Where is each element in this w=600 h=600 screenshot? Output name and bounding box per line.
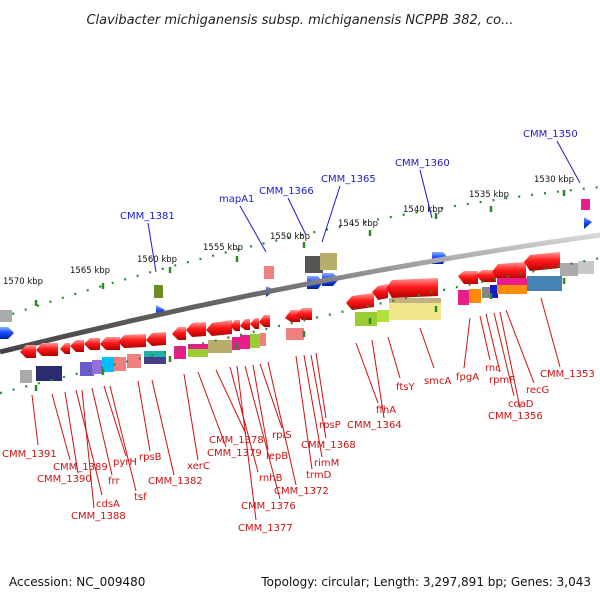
gene-label[interactable]: trmD bbox=[306, 470, 332, 481]
gene-label[interactable]: CMM_1382 bbox=[148, 476, 203, 487]
gene-label[interactable]: CMM_1376 bbox=[241, 501, 296, 512]
gene-label[interactable]: coaD bbox=[508, 399, 534, 410]
accession-label: Accession: NC_009480 bbox=[9, 575, 145, 589]
gene-label[interactable]: tsf bbox=[134, 492, 147, 503]
bottom-gene-labels[interactable] bbox=[31, 297, 561, 521]
gene-label[interactable]: recG bbox=[526, 385, 549, 396]
gene-label[interactable]: CMM_1372 bbox=[274, 486, 329, 497]
gene-label[interactable]: CMM_1378 bbox=[209, 435, 264, 446]
gene-label[interactable]: rimM bbox=[314, 458, 339, 469]
gene-label[interactable]: rpsB bbox=[139, 452, 162, 463]
gene-label[interactable]: CMM_1390 bbox=[37, 474, 92, 485]
gene-label[interactable]: rplS bbox=[272, 430, 292, 441]
gene-label[interactable]: CMM_1379 bbox=[207, 448, 262, 459]
gene-label[interactable]: CMM_1365 bbox=[321, 174, 376, 185]
gene-label[interactable]: rpsP bbox=[319, 420, 341, 431]
gene-label[interactable]: smcA bbox=[424, 376, 451, 387]
gene-label[interactable]: fpgA bbox=[456, 372, 479, 383]
gene-label[interactable]: frr bbox=[108, 476, 120, 487]
reverse-strand-genes[interactable] bbox=[20, 252, 594, 358]
scale-label: 1545 kbp bbox=[338, 219, 378, 229]
gene-label[interactable]: ffhA bbox=[376, 405, 396, 416]
gene-label[interactable]: CMM_1364 bbox=[347, 420, 402, 431]
gene-label[interactable]: rnc bbox=[485, 363, 501, 374]
gene-label[interactable]: CMM_1360 bbox=[395, 158, 450, 169]
scale-label: 1535 kbp bbox=[469, 190, 509, 200]
gene-label[interactable]: CMM_1388 bbox=[71, 511, 126, 522]
scale-label: 1530 kbp bbox=[534, 175, 574, 185]
inner-major-ticks bbox=[34, 278, 566, 391]
inner-gene-blocks[interactable] bbox=[20, 276, 562, 383]
gene-label[interactable]: cdsA bbox=[96, 499, 120, 510]
gene-label[interactable]: CMM_1368 bbox=[301, 440, 356, 451]
scale-labels: 1570 kbp 1565 kbp 1560 kbp 1555 kbp 1550… bbox=[3, 175, 574, 287]
scale-label: 1540 kbp bbox=[403, 205, 443, 215]
scale-label: 1565 kbp bbox=[70, 266, 110, 276]
map-title: Clavibacter michiganensis subsp. michiga… bbox=[86, 13, 513, 28]
genome-backbone bbox=[0, 232, 600, 355]
gene-label[interactable]: CMM_1350 bbox=[523, 129, 578, 140]
gene-label[interactable]: rpmF bbox=[489, 375, 515, 386]
gene-label[interactable]: CMM_1391 bbox=[2, 449, 57, 460]
gene-label[interactable]: CMM_1353 bbox=[540, 369, 595, 380]
top-gene-labels[interactable]: CMM_1350 CMM_1360 CMM_1365 CMM_1366 mapA… bbox=[120, 129, 581, 273]
gene-label[interactable]: pyrH bbox=[113, 457, 137, 468]
bottom-gene-text[interactable]: CMM_1391 CMM_1389 CMM_1390 cdsA CMM_1388… bbox=[2, 363, 595, 534]
topology-label: Topology: circular; Length: 3,297,891 bp… bbox=[260, 575, 591, 589]
gene-label[interactable]: CMM_1356 bbox=[488, 411, 543, 422]
scale-label: 1550 kbp bbox=[270, 232, 310, 242]
gene-label[interactable]: ftsY bbox=[396, 382, 415, 393]
gene-label[interactable]: xerC bbox=[187, 461, 210, 472]
gene-label[interactable]: CMM_1389 bbox=[53, 462, 108, 473]
gene-label[interactable]: lepB bbox=[266, 451, 288, 462]
gene-label[interactable]: mapA1 bbox=[219, 194, 254, 205]
scale-label: 1570 kbp bbox=[3, 277, 43, 287]
gene-label[interactable]: CMM_1381 bbox=[120, 211, 175, 222]
gene-label[interactable]: rnhB bbox=[259, 473, 283, 484]
scale-label: 1560 kbp bbox=[137, 255, 177, 265]
gene-label[interactable]: CMM_1366 bbox=[259, 186, 314, 197]
outer-scale-ring bbox=[0, 185, 600, 320]
major-ticks bbox=[34, 190, 566, 306]
scale-label: 1555 kbp bbox=[203, 243, 243, 253]
gene-label[interactable]: CMM_1377 bbox=[238, 523, 293, 534]
